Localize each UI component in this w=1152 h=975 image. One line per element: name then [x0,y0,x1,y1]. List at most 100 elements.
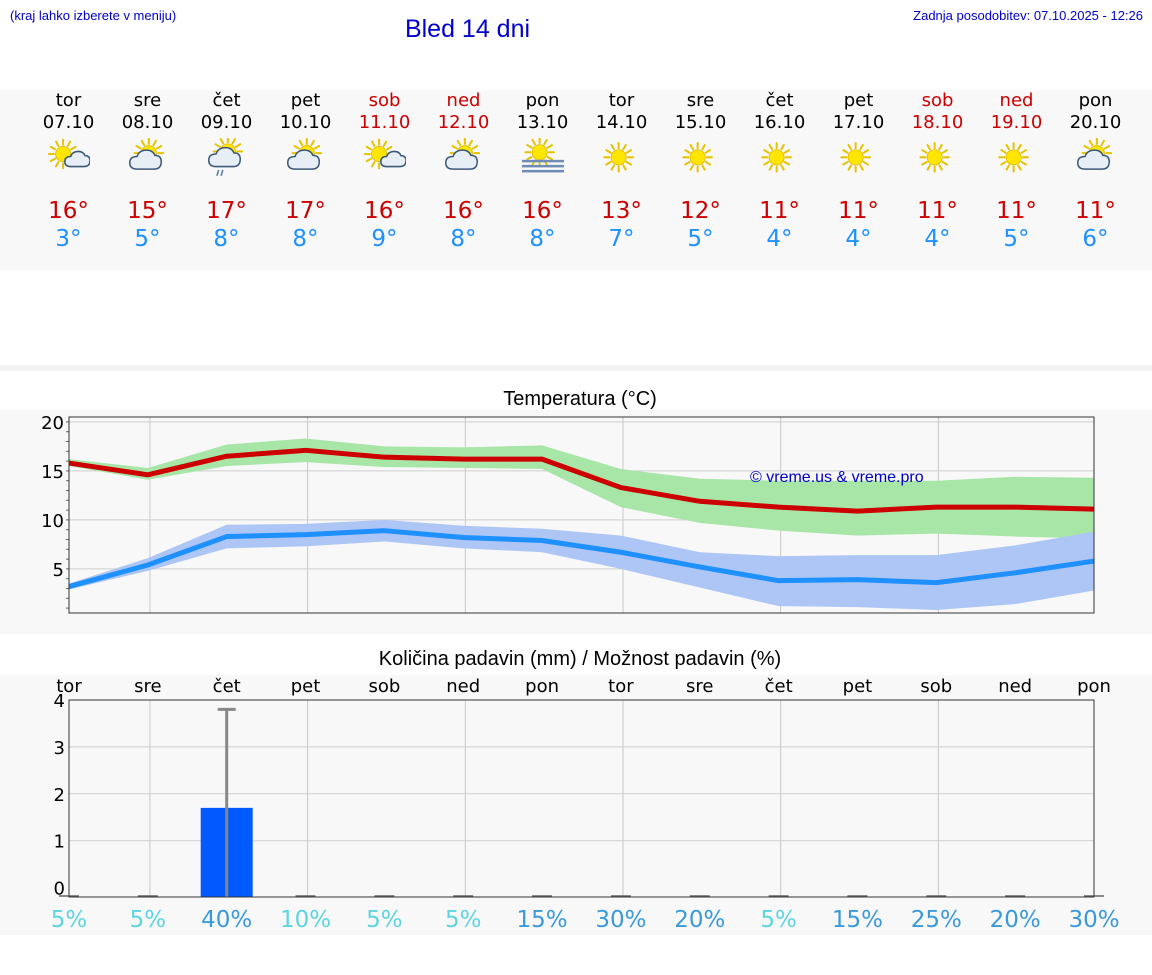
precipitation-chart-title: Količina padavin (mm) / Možnost padavin … [378,648,782,670]
day-date: 12.10 [437,112,490,133]
x-tick-label: pon [525,676,559,697]
min-temp: 4° [845,226,872,252]
min-temp: 6° [1082,226,1109,252]
sun-cloud-icon [48,138,90,170]
day-date: 15.10 [674,112,727,133]
cloud-sun-icon [444,138,481,170]
plot-frame [68,416,1095,614]
day-name: pon [1078,90,1113,111]
x-tick-label: tor [608,676,634,697]
max-temp: 13° [601,198,642,224]
precip-probability: 15% [832,907,883,933]
day-date: 20.10 [1069,112,1122,133]
min-temp: 8° [213,226,240,252]
y-tick-label: 15 [41,462,64,483]
max-temp: 16° [443,198,484,224]
x-tick-label: ned [998,676,1032,697]
x-tick-label: sre [686,676,713,697]
day-name: tor [55,90,82,111]
day-name: pon [525,90,560,111]
x-tick-label: sob [368,676,400,697]
day-name: sre [133,90,162,111]
min-temp: 7° [608,226,635,252]
forecast-strip [0,90,1152,270]
precip-probability: 20% [990,907,1041,933]
day-name: pet [843,90,874,111]
max-temp: 11° [838,198,879,224]
min-temp: 4° [924,226,951,252]
day-date: 17.10 [832,112,885,133]
x-tick-label: sre [134,676,161,697]
temperature-chart: 5 10 15 20 [41,413,1095,614]
last-update: Zadnja posodobitev: 07.10.2025 - 12:26 [913,8,1143,23]
precip-probability: 5% [51,907,88,933]
sun-icon [840,142,871,173]
min-temp: 8° [450,226,477,252]
max-temp: 17° [206,198,247,224]
min-temp: 9° [371,226,398,252]
x-tick-label: pet [843,676,873,697]
y-tick-label: 10 [41,511,64,532]
day-date: 11.10 [358,112,411,133]
precip-probability: 5% [445,907,482,933]
copyright-annotation: © vreme.us & vreme.pro [750,469,924,486]
day-name: ned [999,90,1034,111]
y-tick-label: 5 [53,560,64,581]
max-temp-line [68,447,1095,514]
sun-cloud-icon [364,138,406,170]
max-temp: 15° [127,198,168,224]
day-name: ned [446,90,481,111]
day-date: 18.10 [911,112,964,133]
y-tick-label: 1 [54,832,65,853]
day-name: čet [212,90,241,111]
day-name: sre [686,90,715,111]
cloud-sun-icon [128,138,165,170]
sun-icon [603,142,634,173]
min-temp: 5° [687,226,714,252]
max-temp: 11° [996,198,1037,224]
plot-frame [68,699,1095,898]
max-temp: 16° [48,198,89,224]
y-tick-label: 4 [54,691,65,712]
y-tick-label: 20 [41,413,64,434]
max-temp-band [69,438,1094,539]
y-tick-label: 0 [54,879,65,900]
precip-probability: 25% [911,907,962,933]
day-date: 09.10 [200,112,253,133]
x-tick-label: ned [446,676,480,697]
sun-icon [998,142,1029,173]
cloud-sun-icon [286,138,323,170]
day-date: 16.10 [753,112,806,133]
x-tick-label: sob [920,676,952,697]
day-name: čet [765,90,794,111]
precip-probability: 20% [674,907,725,933]
precip-probability: 5% [130,907,167,933]
min-temp: 8° [292,226,319,252]
day-date: 13.10 [516,112,569,133]
sun-icon [919,142,950,173]
y-tick-label: 2 [54,785,65,806]
day-date: 19.10 [990,112,1043,133]
max-temp: 12° [680,198,721,224]
precip-probability: 30% [1068,907,1119,933]
page-title: Bled 14 dni [404,15,531,43]
day-name: pet [290,90,321,111]
min-temp: 8° [529,226,556,252]
min-temp: 4° [766,226,793,252]
x-tick-label: čet [765,676,793,697]
precip-probability: 40% [201,907,252,933]
max-temp: 11° [1075,198,1116,224]
day-name: tor [608,90,635,111]
precip-probability: 15% [517,907,568,933]
min-temp-band [69,519,1094,611]
max-temp: 16° [522,198,563,224]
min-temp-line [68,528,1095,589]
sun-icon [761,142,792,173]
max-temp: 11° [917,198,958,224]
temperature-chart-title: Temperatura (°C) [503,388,657,410]
min-temp: 5° [134,226,161,252]
day-name: sob [921,90,954,111]
min-temp: 5° [1003,226,1030,252]
sun-fog-icon [522,138,564,173]
